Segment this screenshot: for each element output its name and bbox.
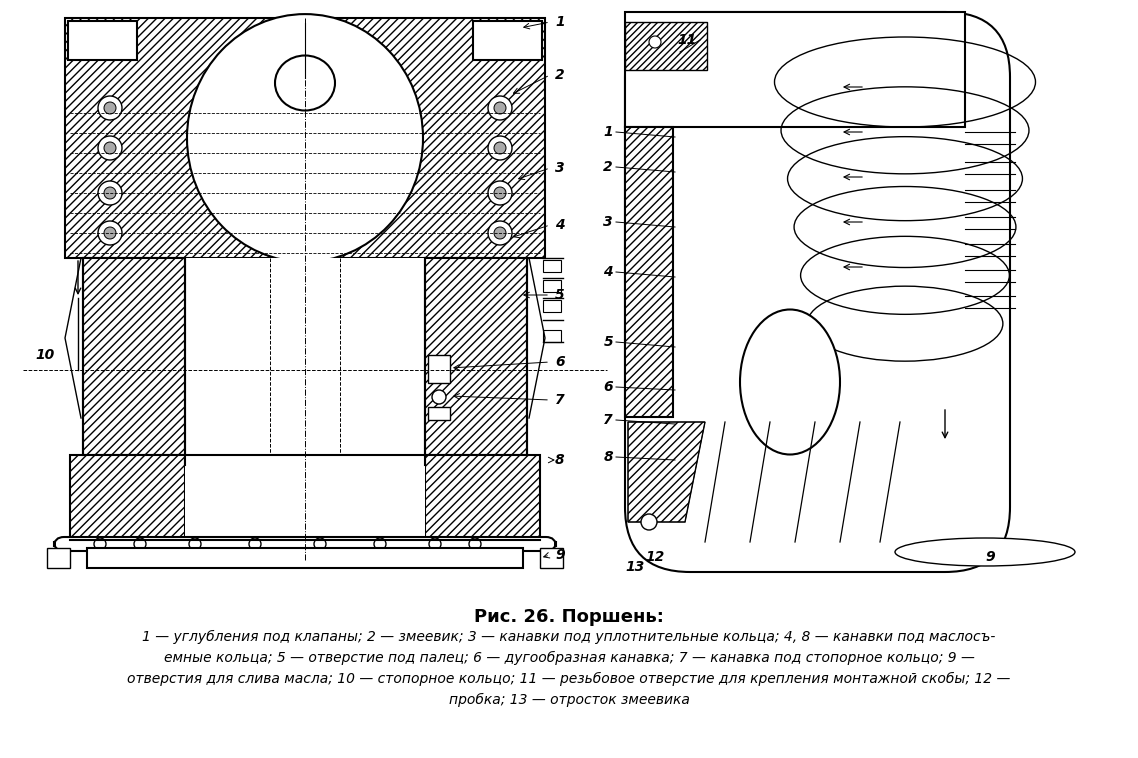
Polygon shape [68,21,137,60]
Text: 3: 3 [603,215,613,229]
Text: 1: 1 [555,15,564,29]
Polygon shape [473,21,542,60]
Circle shape [429,538,442,550]
Circle shape [134,538,146,550]
Circle shape [649,36,661,48]
Polygon shape [47,548,71,568]
Polygon shape [83,258,185,455]
Text: емные кольца; 5 — отверстие под палец; 6 — дугообразная канавка; 7 — канавка под: емные кольца; 5 — отверстие под палец; 6… [164,651,974,665]
Bar [185,455,424,540]
Polygon shape [424,455,541,540]
Polygon shape [428,355,450,383]
Text: 2: 2 [603,160,613,174]
Text: 7: 7 [555,393,564,407]
Circle shape [98,221,122,245]
Polygon shape [625,127,673,417]
Circle shape [98,96,122,120]
Circle shape [104,187,116,199]
Bar [543,280,561,292]
Text: пробка; 13 — отросток змеевика: пробка; 13 — отросток змеевика [448,693,690,707]
Circle shape [432,390,446,404]
Text: 11: 11 [678,33,696,47]
Circle shape [98,136,122,160]
Polygon shape [541,548,563,568]
Circle shape [488,136,512,160]
Bar [543,330,561,342]
Circle shape [94,538,106,550]
Circle shape [494,102,506,114]
Text: 10: 10 [35,348,55,362]
Circle shape [494,227,506,239]
Text: 8: 8 [555,453,564,467]
Text: 1 — углубления под клапаны; 2 — змеевик; 3 — канавки под уплотнительные кольца; : 1 — углубления под клапаны; 2 — змеевик;… [142,630,996,644]
Circle shape [488,96,512,120]
Bar [625,12,965,127]
Text: 5: 5 [603,335,613,349]
Circle shape [641,514,657,530]
Circle shape [189,538,201,550]
Bar [625,22,707,70]
Circle shape [469,538,481,550]
Text: 9: 9 [986,550,995,564]
Text: 13: 13 [626,560,644,574]
Polygon shape [628,422,706,522]
Text: 2: 2 [555,68,564,82]
Text: Рис. 26. Поршень:: Рис. 26. Поршень: [475,608,663,626]
Text: 4: 4 [555,218,564,232]
FancyBboxPatch shape [53,537,556,551]
Bar [185,258,424,455]
Circle shape [488,221,512,245]
Text: 3: 3 [555,161,564,175]
Ellipse shape [187,14,423,262]
FancyBboxPatch shape [625,12,1011,572]
Ellipse shape [275,55,335,111]
Circle shape [104,227,116,239]
Circle shape [494,187,506,199]
Text: 7: 7 [603,413,613,427]
Bar [86,548,523,568]
Polygon shape [71,455,185,540]
Text: 1: 1 [603,125,613,139]
Ellipse shape [740,309,840,455]
Text: 6: 6 [555,355,564,369]
Ellipse shape [894,538,1075,566]
Circle shape [98,181,122,205]
Circle shape [488,181,512,205]
Polygon shape [65,18,545,258]
Bar [543,300,561,312]
Circle shape [249,538,261,550]
Circle shape [104,142,116,154]
Text: отверстия для слива масла; 10 — стопорное кольцо; 11 — резьбовое отверстие для к: отверстия для слива масла; 10 — стопорно… [127,672,1011,686]
Bar [625,22,707,70]
Text: 5: 5 [555,288,564,302]
Circle shape [374,538,386,550]
Text: 12: 12 [645,550,665,564]
Polygon shape [424,258,527,455]
Circle shape [494,142,506,154]
Polygon shape [428,407,450,420]
Circle shape [104,102,116,114]
Text: 4: 4 [603,265,613,279]
Text: 8: 8 [603,450,613,464]
Text: 6: 6 [603,380,613,394]
Circle shape [314,538,325,550]
Text: 9: 9 [555,548,564,562]
Bar [543,260,561,272]
